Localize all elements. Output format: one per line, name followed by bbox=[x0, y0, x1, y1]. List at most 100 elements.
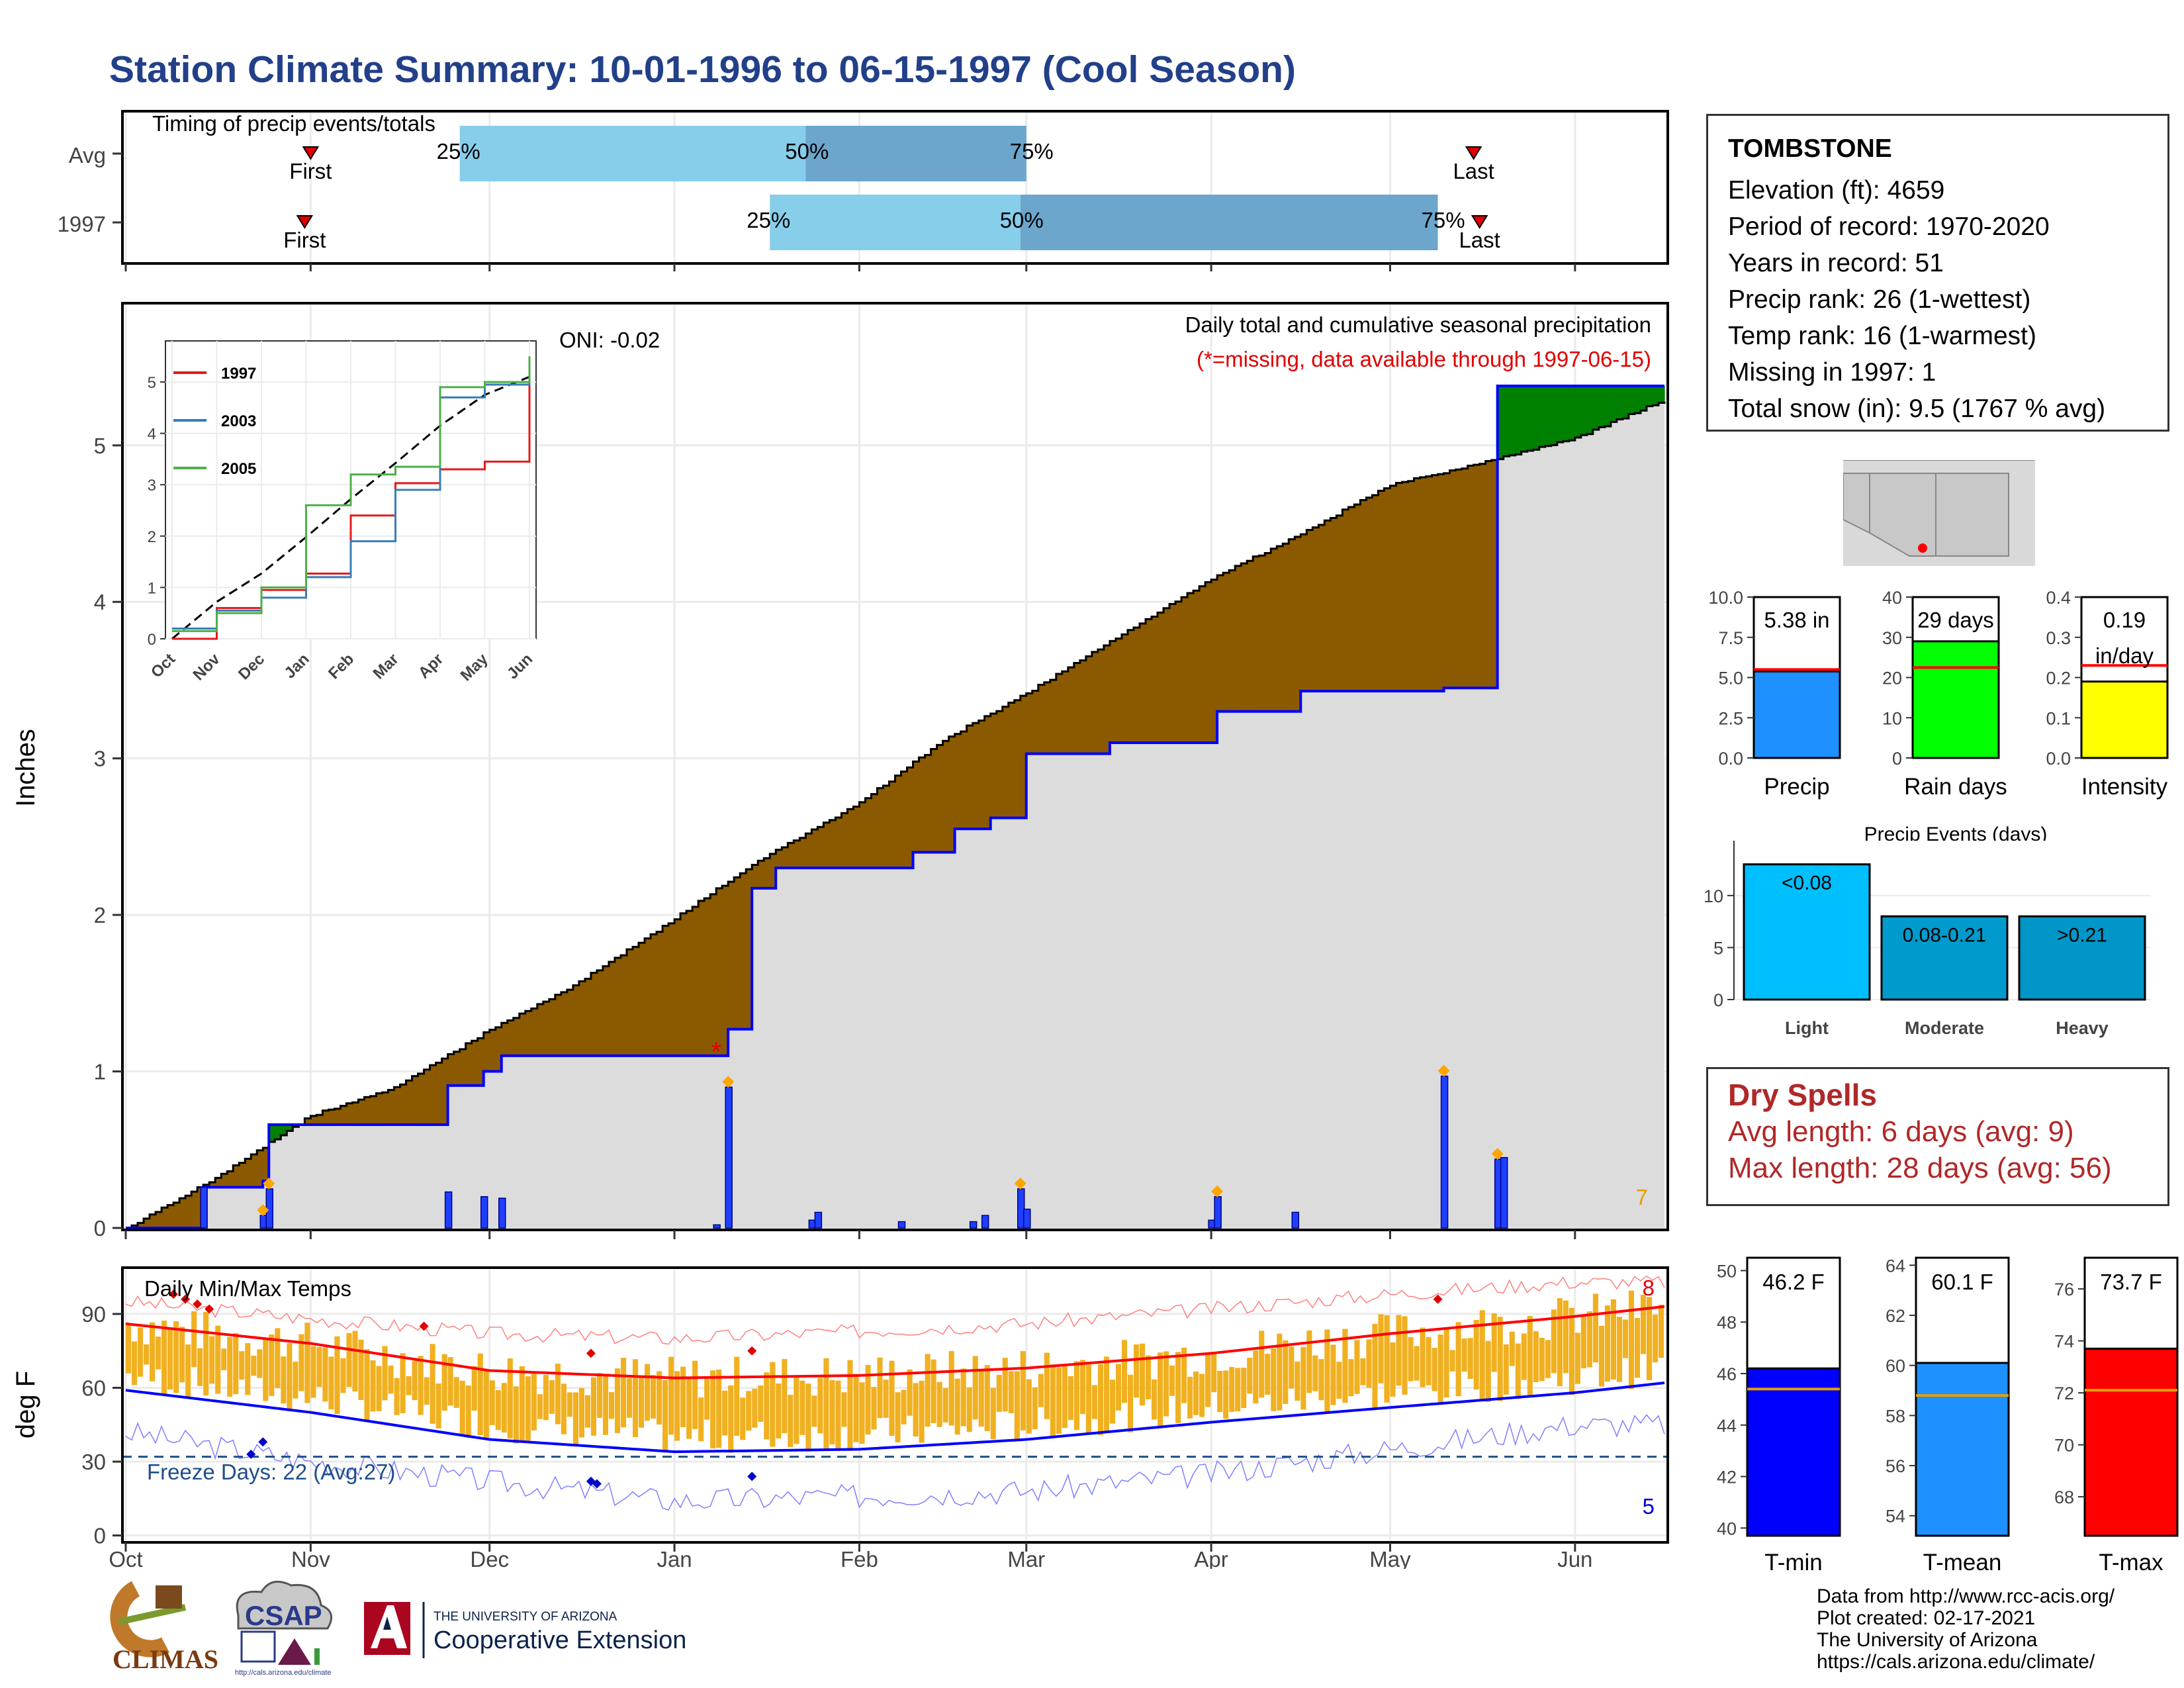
daily-temp-bar bbox=[1050, 1364, 1056, 1438]
cumulative-diff-segment bbox=[1152, 616, 1158, 743]
cumulative-diff-segment bbox=[692, 906, 699, 1056]
daily-temp-bar bbox=[167, 1328, 173, 1390]
daily-temp-bar bbox=[692, 1360, 698, 1429]
cumulative-diff-segment bbox=[555, 994, 562, 1056]
event-bar bbox=[1743, 863, 1871, 1001]
daily-temp-bar bbox=[424, 1377, 430, 1405]
pct-label: 25% bbox=[437, 139, 480, 164]
record-max-line bbox=[125, 1275, 1665, 1345]
daily-temp-bar bbox=[1491, 1313, 1497, 1372]
quartile-bar-25-50 bbox=[770, 195, 1021, 250]
cumulative-diff-segment bbox=[394, 1087, 401, 1125]
daily-temp-bar bbox=[632, 1359, 639, 1438]
summary-value-label: in/day bbox=[2095, 643, 2154, 668]
cumulative-diff-segment bbox=[477, 1038, 484, 1086]
cumulative-diff-segment bbox=[710, 894, 717, 1056]
daily-temp-bar bbox=[1426, 1337, 1432, 1385]
average-cumulative-line bbox=[126, 401, 1666, 1229]
daily-temp-bar bbox=[400, 1353, 406, 1413]
daily-temp-bar bbox=[1265, 1354, 1271, 1395]
cumulative-diff-segment bbox=[1229, 570, 1236, 712]
x-tick-label: Jun bbox=[1557, 1547, 1592, 1569]
cumulative-diff-segment bbox=[1295, 536, 1301, 712]
event-bar-text: >0.21 bbox=[2057, 924, 2107, 946]
daily-temp-bar bbox=[662, 1380, 668, 1451]
daily-temp-bar bbox=[578, 1387, 584, 1438]
cumulative-diff-segment bbox=[144, 1218, 150, 1228]
cumulative-diff-segment bbox=[578, 981, 586, 1056]
credits: Data from http://www.rcc-acis.org/ Plot … bbox=[1817, 1585, 2115, 1673]
cumulative-diff-segment bbox=[424, 1069, 431, 1125]
cumulative-diff-segment bbox=[334, 1108, 341, 1125]
cumulative-diff-segment bbox=[966, 726, 974, 829]
daily-temp-bar bbox=[1085, 1364, 1091, 1434]
cumulative-diff-segment bbox=[1253, 556, 1259, 712]
temp-tick-label: 72 bbox=[2054, 1383, 2074, 1403]
daily-temp-bar bbox=[1091, 1385, 1097, 1419]
cumulative-diff-segment bbox=[1455, 469, 1463, 688]
temp-tick-label: 50 bbox=[1717, 1261, 1737, 1281]
cumulative-diff-segment bbox=[537, 1004, 544, 1056]
cumulative-diff-segment bbox=[1497, 385, 1504, 459]
daily-temp-bar bbox=[293, 1361, 298, 1399]
cumulative-diff-segment bbox=[590, 972, 598, 1056]
cumulative-diff-segment bbox=[400, 1084, 407, 1125]
event-diamond bbox=[1014, 1177, 1026, 1190]
cumulative-diff-segment bbox=[1097, 649, 1105, 754]
cumulative-diff-segment bbox=[1121, 634, 1128, 743]
cumulative-diff-segment bbox=[340, 1105, 347, 1125]
daily-temp-bar bbox=[1014, 1371, 1020, 1440]
cumulative-diff-segment bbox=[150, 1214, 156, 1228]
daily-temp-bar bbox=[1312, 1355, 1318, 1391]
cumulative-diff-segment bbox=[453, 1051, 461, 1086]
daily-temp-bar bbox=[889, 1360, 895, 1436]
average-max-line bbox=[125, 1305, 1665, 1380]
record-high-marker bbox=[181, 1294, 191, 1304]
daily-temp-bar bbox=[645, 1364, 651, 1421]
pct-label: 25% bbox=[747, 208, 790, 232]
cumulative-diff-segment bbox=[1390, 485, 1397, 692]
cumulative-diff-segment bbox=[942, 741, 950, 853]
cumulative-diff-segment bbox=[191, 1192, 198, 1228]
daily-temp-bar bbox=[1056, 1367, 1062, 1434]
cumulative-diff-segment bbox=[948, 736, 956, 853]
pct-label: 50% bbox=[785, 139, 829, 164]
daily-temp-bar bbox=[1390, 1342, 1396, 1397]
event-diamond bbox=[257, 1204, 269, 1217]
station-line: Temp rank: 16 (1-warmest) bbox=[1728, 322, 2036, 350]
daily-temp-bar bbox=[1187, 1376, 1193, 1419]
summary-category-label: Precip bbox=[1764, 774, 1829, 800]
cumulative-diff-segment bbox=[645, 938, 651, 1056]
daily-temp-bar bbox=[1169, 1365, 1175, 1396]
daily-temp-bar bbox=[788, 1395, 794, 1448]
daily-temp-bar bbox=[1402, 1316, 1408, 1395]
cumulative-diff-segment bbox=[1402, 482, 1409, 692]
cumulative-diff-segment bbox=[1109, 641, 1116, 743]
daily-temp-bar bbox=[1497, 1317, 1503, 1401]
daily-temp-bar bbox=[370, 1360, 376, 1412]
cumulative-diff-segment bbox=[233, 1165, 240, 1188]
credit-line: Plot created: 02-17-2021 bbox=[1817, 1607, 2036, 1629]
cumulative-diff-segment bbox=[1414, 478, 1421, 692]
last-label: Last bbox=[1453, 159, 1494, 183]
cumulative-diff-segment bbox=[662, 925, 669, 1056]
daily-temp-bar bbox=[966, 1387, 972, 1432]
daily-temp-bar bbox=[805, 1383, 811, 1452]
cumulative-diff-segment bbox=[287, 1124, 293, 1131]
temp-tick-label: 68 bbox=[2054, 1487, 2074, 1507]
daily-temp-bar bbox=[608, 1392, 615, 1419]
daily-temp-bar bbox=[1652, 1315, 1659, 1363]
daily-temp-bar bbox=[459, 1380, 465, 1436]
daily-precip-bar bbox=[725, 1086, 733, 1229]
cumulative-diff-segment bbox=[1062, 671, 1069, 754]
daily-temp-bar bbox=[931, 1359, 936, 1423]
cumulative-diff-segment bbox=[668, 923, 675, 1056]
timing-label: Timing of precip events/totals bbox=[152, 111, 435, 136]
inset-series-line bbox=[172, 362, 531, 640]
cumulative-diff-segment bbox=[1199, 586, 1206, 743]
daily-temp-bar bbox=[334, 1336, 340, 1414]
daily-temp-bar bbox=[203, 1311, 209, 1396]
min-count: 5 bbox=[1643, 1494, 1655, 1519]
ua-small-text: THE UNIVERSITY OF ARIZONA bbox=[433, 1610, 617, 1624]
daily-temp-bar bbox=[287, 1343, 293, 1409]
